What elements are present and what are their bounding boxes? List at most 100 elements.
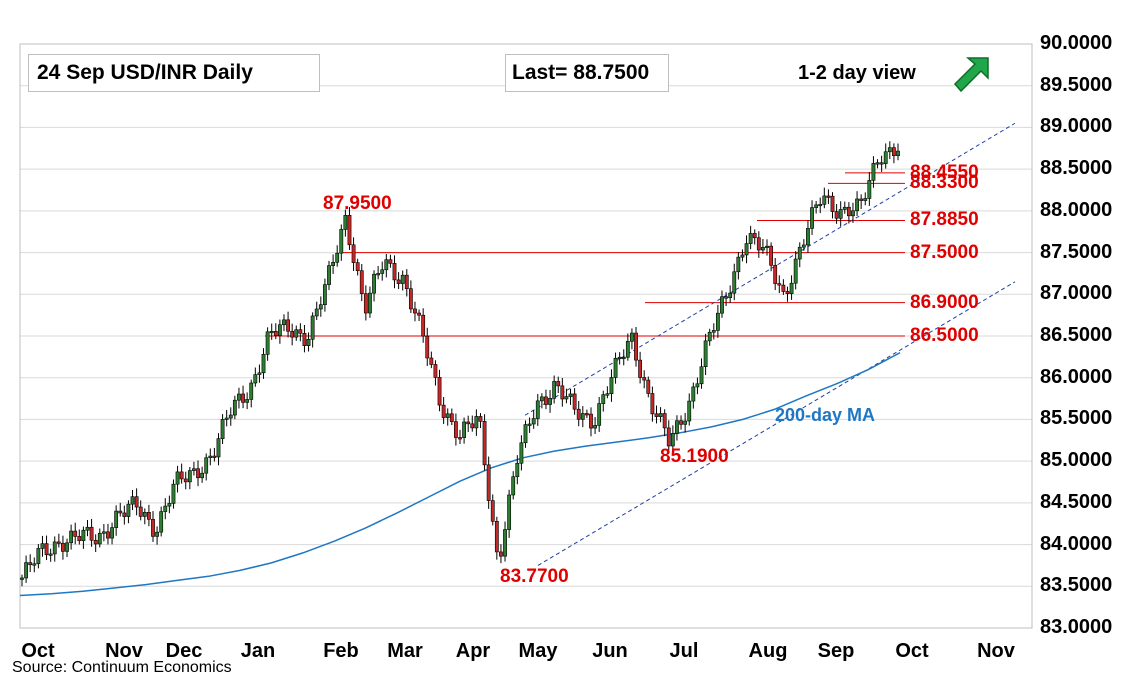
- y-tick-label: 83.0000: [1040, 616, 1113, 638]
- candle: [466, 415, 471, 433]
- candle: [801, 239, 806, 251]
- candle: [740, 249, 745, 262]
- candle: [494, 516, 499, 560]
- candle: [642, 370, 647, 389]
- candle: [736, 251, 741, 280]
- candle: [130, 489, 135, 511]
- y-tick-label: 83.5000: [1040, 574, 1113, 597]
- candle: [838, 201, 843, 227]
- candle: [408, 280, 413, 313]
- candle: [683, 412, 688, 433]
- candle: [110, 522, 114, 545]
- candle: [535, 394, 540, 426]
- candle: [634, 326, 638, 367]
- candle: [732, 263, 737, 301]
- candle: [748, 225, 753, 250]
- candle: [302, 324, 307, 353]
- candle: [228, 407, 233, 426]
- candle: [818, 197, 823, 214]
- source-note: Source: Continuum Economics: [12, 659, 232, 676]
- candle: [887, 141, 892, 160]
- candle: [81, 526, 86, 549]
- x-tick-label: Sep: [817, 640, 855, 662]
- trend-channel: [524, 122, 1016, 566]
- candle: [421, 308, 426, 343]
- candle: [462, 417, 466, 444]
- candle: [531, 410, 536, 429]
- candle: [756, 231, 761, 258]
- candle: [793, 251, 798, 290]
- candle: [679, 415, 683, 430]
- candle: [703, 333, 708, 376]
- annotation-label: 87.9500: [323, 193, 392, 214]
- ma-line-group: [19, 352, 901, 597]
- candle: [417, 309, 421, 322]
- candle: [155, 526, 159, 545]
- candle: [257, 364, 262, 383]
- level-label: 88.3300: [910, 172, 979, 194]
- candle: [580, 406, 585, 428]
- candle: [675, 415, 679, 441]
- candle: [458, 429, 462, 445]
- candle: [192, 461, 196, 476]
- level-label: 87.5000: [910, 241, 979, 263]
- candle: [584, 409, 589, 419]
- candle: [331, 254, 336, 274]
- candle: [151, 511, 155, 542]
- ma-line: [19, 352, 901, 597]
- candle: [339, 224, 344, 261]
- candle: [171, 479, 176, 509]
- candle: [425, 327, 430, 366]
- candle: [138, 500, 143, 521]
- candle: [879, 155, 884, 172]
- candle: [220, 414, 225, 445]
- candle: [625, 333, 630, 361]
- candle: [204, 453, 209, 481]
- candle: [310, 312, 315, 348]
- candle: [658, 407, 663, 423]
- candle: [61, 535, 65, 560]
- candle: [142, 508, 147, 525]
- candle: [396, 272, 401, 290]
- candle: [363, 285, 368, 321]
- candle: [445, 408, 450, 426]
- candle: [539, 393, 544, 409]
- candle: [863, 192, 868, 206]
- candle: [806, 220, 810, 253]
- view-label: 1-2 day view: [798, 62, 916, 84]
- candle: [73, 522, 78, 545]
- channel-lower: [537, 281, 1016, 566]
- candle: [503, 521, 507, 562]
- candle: [355, 258, 360, 276]
- level-label: 87.8850: [910, 209, 979, 231]
- candle: [552, 375, 557, 404]
- candle: [146, 504, 151, 527]
- candle: [245, 392, 250, 410]
- candle: [851, 202, 855, 223]
- candle: [65, 538, 69, 558]
- candle: [486, 456, 491, 509]
- candle: [56, 533, 61, 548]
- x-tick-label: Feb: [323, 640, 359, 662]
- candle: [707, 328, 712, 346]
- candle: [568, 389, 573, 405]
- candle: [846, 202, 851, 224]
- candle: [810, 200, 814, 235]
- candle: [163, 498, 168, 520]
- candle: [597, 396, 602, 432]
- candle: [351, 237, 356, 271]
- candle: [724, 292, 728, 307]
- candle: [556, 376, 561, 394]
- candle: [101, 523, 106, 542]
- candle: [765, 239, 769, 256]
- y-tick-label: 89.0000: [1040, 115, 1113, 138]
- candle: [511, 471, 516, 500]
- candle: [609, 369, 614, 402]
- candles: [20, 141, 900, 587]
- candle: [359, 263, 364, 302]
- candle: [413, 301, 417, 322]
- candle: [576, 400, 581, 427]
- x-tick-label: Dec: [165, 640, 203, 662]
- x-tick-label: Jun: [592, 640, 628, 662]
